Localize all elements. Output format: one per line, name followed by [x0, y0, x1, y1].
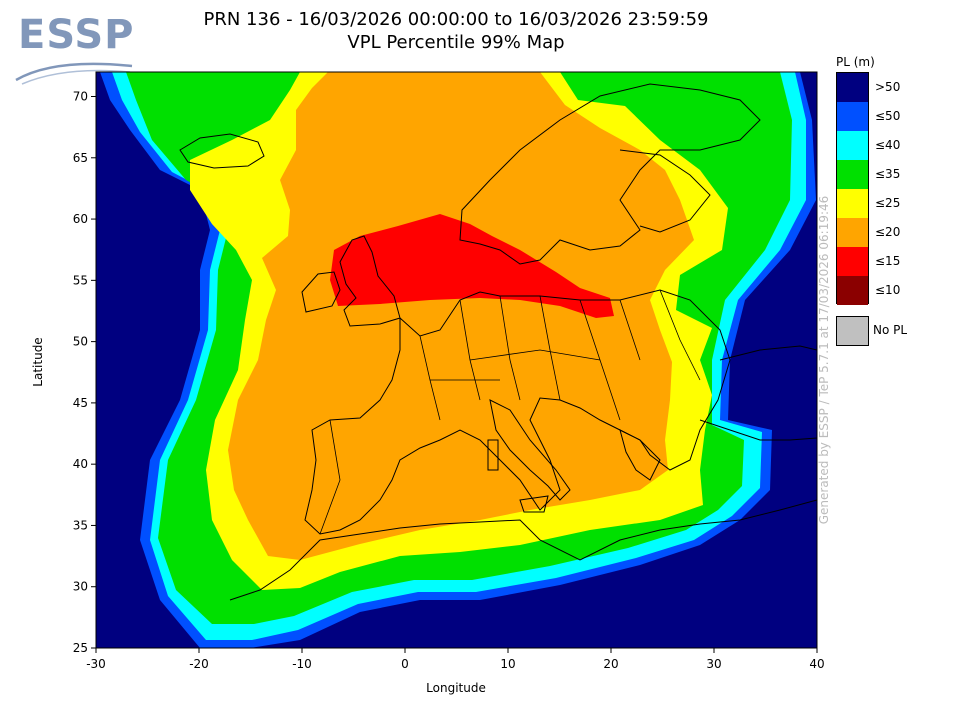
legend-label: ≤10 — [875, 283, 901, 297]
y-tick-label: 30 — [73, 580, 88, 594]
logo-swoosh-icon — [15, 62, 133, 85]
legend-swatch — [837, 160, 868, 189]
legend-label: ≤15 — [875, 254, 901, 268]
x-tick-label: -20 — [189, 657, 209, 671]
italy-coast — [489, 399, 571, 501]
legend-swatch — [837, 189, 868, 218]
x-tick-label: 20 — [603, 657, 618, 671]
y-tick-label: 25 — [73, 641, 88, 655]
y-tick-label: 70 — [73, 90, 88, 104]
legend-label: >50 — [875, 80, 901, 94]
y-tick-label: 65 — [73, 151, 88, 165]
y-tick-label: 40 — [73, 457, 88, 471]
coastlines-borders — [179, 83, 817, 601]
legend-no-pl-swatch — [836, 316, 869, 346]
x-tick-label: 30 — [706, 657, 721, 671]
legend-swatch — [837, 102, 868, 131]
inland-borders — [319, 289, 701, 535]
x-tick-label: 40 — [809, 657, 824, 671]
legend-color-bar — [836, 72, 869, 305]
protection-level-contours — [96, 72, 817, 648]
y-tick-label: 50 — [73, 335, 88, 349]
x-axis-label: Longitude — [426, 681, 486, 695]
x-axis-ticks: -30 -20 -10 0 10 20 30 40 — [86, 648, 825, 671]
legend-label: ≤40 — [875, 138, 901, 152]
legend-label: ≤35 — [875, 167, 901, 181]
y-tick-label: 45 — [73, 396, 88, 410]
plot-frame — [95, 71, 818, 649]
turkey-coast — [699, 419, 817, 441]
legend-swatch — [837, 276, 868, 305]
legend-title: PL (m) — [836, 55, 875, 69]
legend-label: ≤20 — [875, 225, 901, 239]
y-tick-label: 35 — [73, 518, 88, 532]
x-tick-label: -10 — [292, 657, 312, 671]
y-tick-label: 60 — [73, 212, 88, 226]
continental-coast — [304, 289, 731, 535]
chart-subtitle: VPL Percentile 99% Map — [347, 32, 565, 53]
legend-label: ≤50 — [875, 109, 901, 123]
legend-swatch — [837, 218, 868, 247]
scandinavia-coast — [459, 83, 761, 265]
x-tick-label: 10 — [500, 657, 515, 671]
legend-swatch — [837, 247, 868, 276]
sardinia-coast — [487, 439, 499, 471]
y-tick-label: 55 — [73, 273, 88, 287]
ireland-coast — [301, 271, 341, 313]
y-axis-ticks: 25 30 35 40 45 50 55 60 65 70 — [73, 90, 96, 655]
legend-swatch — [837, 131, 868, 160]
generation-credit: Generated by ESSP / TeP 5.7.1 at 17/03/2… — [817, 195, 831, 525]
contour-le-15 — [330, 214, 614, 318]
legend-swatch — [837, 73, 868, 102]
y-axis-label: Latitude — [31, 337, 45, 387]
greece-coast — [619, 429, 661, 481]
x-tick-label: 0 — [401, 657, 409, 671]
essp-logo: ESSP — [14, 12, 135, 85]
iceland-coast — [179, 133, 265, 169]
logo-text: ESSP — [18, 12, 135, 58]
baltic-coast — [619, 149, 711, 233]
sicily-coast — [519, 495, 549, 513]
black-sea-coast — [719, 345, 817, 361]
x-tick-label: -30 — [86, 657, 106, 671]
contour-le-20 — [228, 72, 694, 560]
legend-label: ≤25 — [875, 196, 901, 210]
legend-no-pl-label: No PL — [873, 323, 908, 337]
africa-coast — [229, 499, 817, 601]
chart-title: PRN 136 - 16/03/2026 00:00:00 to 16/03/2… — [203, 9, 709, 30]
